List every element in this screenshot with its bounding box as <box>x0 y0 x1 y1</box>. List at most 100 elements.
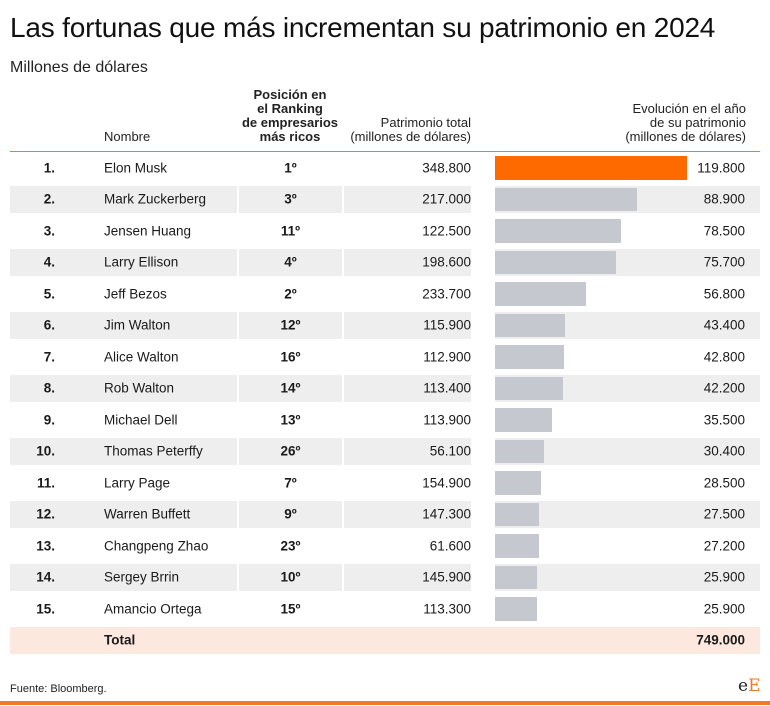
position-cell: 12º <box>239 311 342 339</box>
total-value-cell: 749.000 <box>495 627 760 655</box>
patrimony-cell: 61.600 <box>344 532 471 560</box>
table-row: 5. Jeff Bezos 2º 233.700 56.800 <box>10 278 760 310</box>
evolution-bar <box>495 376 563 400</box>
person-name: Sergey Brrin <box>104 569 180 585</box>
header-name: Nombre <box>104 129 151 144</box>
evolution-bar <box>495 250 617 274</box>
name-cell: Sergey Brrin <box>100 563 237 591</box>
table-row: 14. Sergey Brrin 10º 145.900 25.900 <box>10 562 760 594</box>
evolution-value: 27.200 <box>703 538 745 554</box>
evolution-cell: 25.900 <box>495 563 760 591</box>
evolution-value: 88.900 <box>703 191 745 207</box>
table-row: 11. Larry Page 7º 154.900 28.500 <box>10 467 760 499</box>
header-position: Posición en el Ranking de empresarios má… <box>238 88 342 144</box>
evolution-bar <box>495 502 540 526</box>
patrimony-value: 113.300 <box>423 601 471 617</box>
evolution-value: 35.500 <box>703 412 745 428</box>
rank-cell: 1. <box>10 154 100 182</box>
table-row: 2. Mark Zuckerberg 3º 217.000 88.900 <box>10 184 760 216</box>
evolution-bar <box>495 597 537 621</box>
evolution-cell: 42.200 <box>495 374 760 402</box>
patrimony-cell: 198.600 <box>344 248 471 276</box>
patrimony-cell: 147.300 <box>344 500 471 528</box>
footer-divider <box>0 701 770 705</box>
evolution-value: 28.500 <box>703 475 745 491</box>
position-cell: 16º <box>239 343 342 371</box>
patrimony-value: 145.900 <box>422 569 471 585</box>
name-cell: Mark Zuckerberg <box>100 185 237 213</box>
evolution-value: 75.700 <box>703 254 745 270</box>
evolution-cell: 43.400 <box>495 311 760 339</box>
evolution-value: 42.200 <box>703 380 745 396</box>
ranking-position: 9º <box>284 506 297 522</box>
patrimony-cell: 233.700 <box>344 280 471 308</box>
table-row: 7. Alice Walton 16º 112.900 42.800 <box>10 341 760 373</box>
table-row: 15. Amancio Ortega 15º 113.300 25.900 <box>10 593 760 625</box>
rank-cell: 15. <box>10 595 100 623</box>
rank-label: 2. <box>43 191 55 207</box>
evolution-value: 56.800 <box>703 286 745 302</box>
patrimony-value: 217.000 <box>422 191 471 207</box>
name-cell: Warren Buffett <box>100 500 237 528</box>
person-name: Rob Walton <box>104 380 175 396</box>
table-row: 10. Thomas Peterffy 26º 56.100 30.400 <box>10 436 760 468</box>
rank-label: 5. <box>43 286 55 302</box>
position-cell: 26º <box>239 437 342 465</box>
logo-part: E <box>748 676 761 696</box>
person-name: Warren Buffett <box>104 506 191 522</box>
ranking-position: 16º <box>280 349 301 365</box>
source-note: Fuente: Bloomberg. <box>10 683 107 695</box>
name-cell: Larry Ellison <box>100 248 237 276</box>
evolution-bar <box>495 187 638 211</box>
rank-cell: 5. <box>10 280 100 308</box>
rank-cell: 7. <box>10 343 100 371</box>
patrimony-cell: 145.900 <box>344 563 471 591</box>
chart-subtitle: Millones de dólares <box>10 59 148 76</box>
patrimony-cell: 113.900 <box>344 406 471 434</box>
chart-title: Las fortunas que más incrementan su patr… <box>10 12 716 43</box>
position-cell: 3º <box>239 185 342 213</box>
patrimony-cell: 348.800 <box>344 154 471 182</box>
rank-label: 15. <box>36 601 55 617</box>
evolution-bar <box>495 471 541 495</box>
rank-cell: 9. <box>10 406 100 434</box>
header-patrimony-line: (millones de dólares) <box>350 129 471 144</box>
evolution-bar <box>495 408 552 432</box>
name-cell: Thomas Peterffy <box>100 437 237 465</box>
patrimony-cell: 56.100 <box>344 437 471 465</box>
ranking-position: 11º <box>280 223 301 239</box>
patrimony-value: 122.500 <box>422 223 471 239</box>
total-label: Total <box>104 632 136 648</box>
patrimony-value: 348.800 <box>422 160 471 176</box>
evolution-bar <box>495 156 687 180</box>
rank-cell: 3. <box>10 217 100 245</box>
rank-cell: 11. <box>10 469 100 497</box>
header-position-line: el Ranking <box>257 101 323 116</box>
table-row: 12. Warren Buffett 9º 147.300 27.500 <box>10 499 760 531</box>
patrimony-value: 154.900 <box>422 475 471 491</box>
header-evolution-line: (millones de dólares) <box>625 129 746 144</box>
evolution-bar <box>495 345 564 369</box>
evolution-cell: 75.700 <box>495 248 760 276</box>
person-name: Thomas Peterffy <box>104 443 203 459</box>
table-body: 1. Elon Musk 1º 348.800 119.800 2. Mark Zucker… <box>10 152 760 656</box>
ranking-position: 13º <box>280 412 301 428</box>
evolution-bar <box>495 439 544 463</box>
rank-label: 11. <box>36 475 55 491</box>
ranking-position: 12º <box>280 317 301 333</box>
evolution-value: 43.400 <box>703 317 745 333</box>
header-patrimony: Patrimonio total (millones de dólares) <box>344 116 471 144</box>
ranking-position: 10º <box>280 569 301 585</box>
patrimony-value: 198.600 <box>422 254 471 270</box>
rank-label: 7. <box>43 349 55 365</box>
name-cell: Elon Musk <box>100 154 237 182</box>
name-cell: Alice Walton <box>100 343 237 371</box>
evolution-value: 27.500 <box>703 506 745 522</box>
position-cell: 9º <box>239 500 342 528</box>
patrimony-value: 113.400 <box>423 380 471 396</box>
rank-label: 8. <box>43 380 55 396</box>
patrimony-cell: 113.300 <box>344 595 471 623</box>
position-cell: 13º <box>239 406 342 434</box>
person-name: Jim Walton <box>104 317 171 333</box>
rank-cell: 13. <box>10 532 100 560</box>
